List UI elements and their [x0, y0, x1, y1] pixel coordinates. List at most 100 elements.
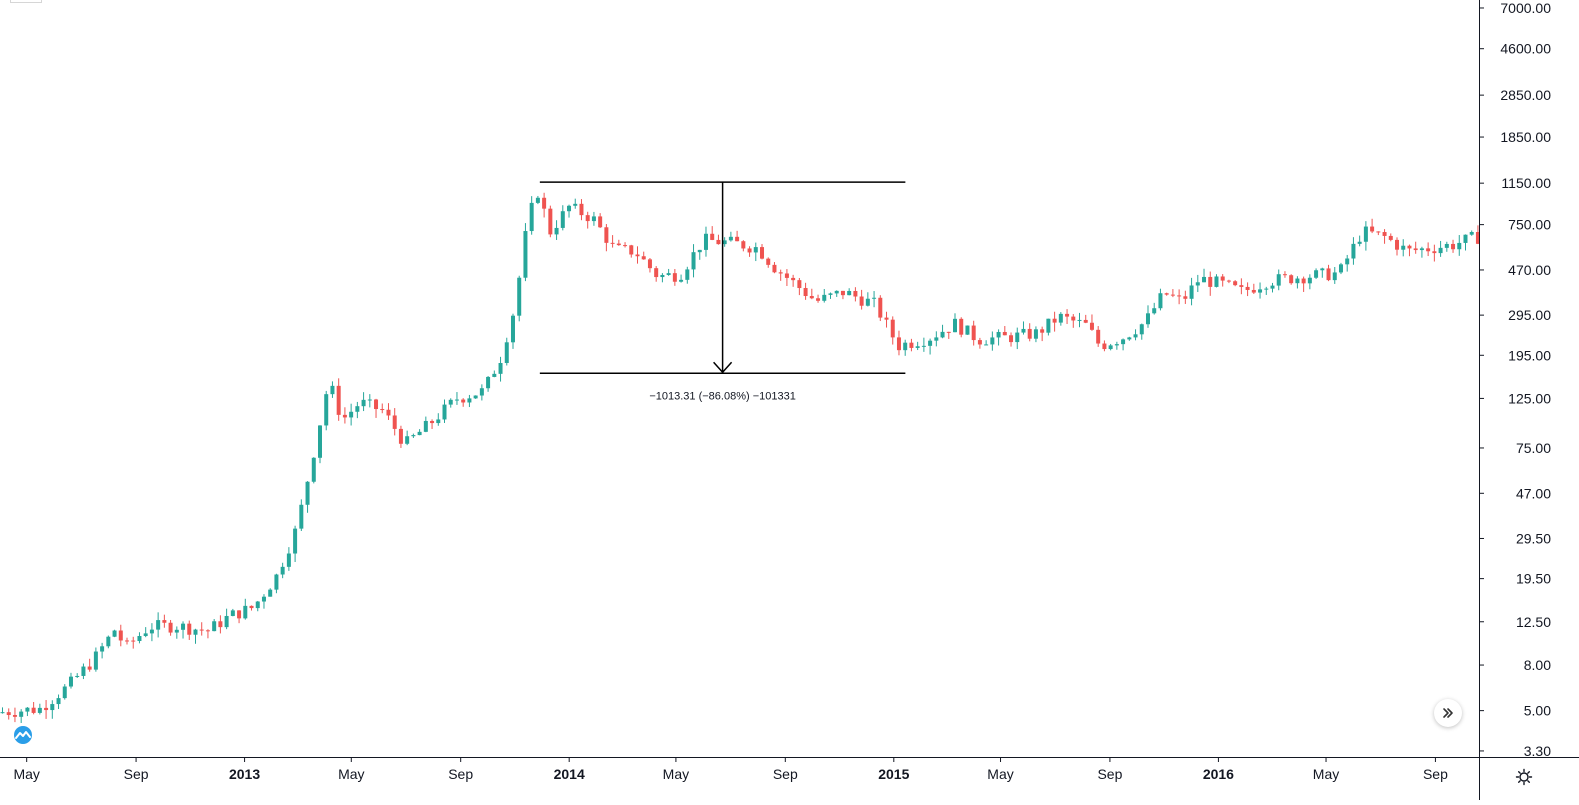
candle-body	[0, 712, 5, 714]
candle-body	[411, 435, 416, 437]
candle-body	[903, 342, 908, 351]
candle-body	[778, 272, 783, 274]
price-axis[interactable]: 7000.00 4600.00 2850.00 1850.00 1150.00 750.0…	[1479, 0, 1551, 800]
candle-body	[87, 666, 92, 670]
candle-body	[1276, 274, 1281, 286]
candle-body	[1407, 245, 1412, 249]
candle-body	[542, 197, 547, 209]
candle-body	[50, 704, 55, 711]
candle-body	[467, 398, 472, 403]
candle-body	[361, 399, 366, 407]
candle-body	[1145, 313, 1150, 325]
candle-body	[660, 274, 665, 278]
time-axis[interactable]: May Sep 2013 May Sep 2014 May Sep 2015 May Sep 2016…	[0, 757, 1579, 782]
candle-body	[567, 205, 572, 212]
candle-body	[355, 406, 360, 412]
candle-body	[573, 203, 578, 206]
candle-body	[199, 629, 204, 631]
candle-body	[486, 376, 491, 389]
candle-body	[1133, 334, 1138, 338]
candle-body	[535, 197, 540, 203]
candle-body	[1152, 308, 1157, 314]
candle-body	[442, 404, 447, 420]
candle-body	[336, 385, 341, 415]
candle-body	[1314, 270, 1319, 278]
candle-body	[554, 227, 559, 235]
candle-body	[1195, 282, 1200, 286]
candle-body	[716, 239, 721, 245]
candle-body	[741, 241, 746, 249]
candle-body	[598, 216, 603, 228]
candle-body	[1164, 293, 1169, 295]
candle-body	[492, 373, 497, 377]
candle-body	[224, 615, 229, 628]
candle-body	[1189, 285, 1194, 299]
candle-body	[1065, 313, 1070, 317]
candle-body	[1027, 328, 1032, 339]
candle-body	[1264, 288, 1269, 290]
candle-body	[299, 504, 304, 529]
candle-body	[996, 331, 1001, 338]
candle-body	[181, 623, 186, 630]
candle-body	[1295, 278, 1300, 284]
time-axis-label: Sep	[773, 766, 798, 782]
candle-body	[1114, 344, 1119, 346]
candle-body	[1457, 242, 1462, 250]
candle-body	[1015, 332, 1020, 343]
scroll-to-realtime-button[interactable]	[1434, 699, 1462, 727]
candle-body	[1345, 258, 1350, 265]
candle-body	[816, 298, 821, 301]
chart-settings-button[interactable]	[1511, 764, 1537, 790]
candle-body	[37, 707, 42, 713]
candle-body	[579, 203, 584, 216]
candle-body	[679, 279, 684, 282]
candle-body	[1002, 331, 1007, 336]
candle-body	[498, 363, 503, 374]
candle-body	[62, 686, 67, 699]
candle-body	[1419, 248, 1424, 251]
tradingview-logo[interactable]	[8, 723, 38, 747]
candle-body	[1320, 268, 1325, 271]
candle-body	[286, 553, 291, 567]
candle-body	[747, 248, 752, 253]
candle-body	[112, 630, 117, 637]
candle-body	[174, 629, 179, 633]
candle-body	[728, 236, 733, 241]
candle-body	[809, 296, 814, 299]
candle-body	[318, 425, 323, 458]
candle-body	[872, 297, 877, 299]
candle-body	[940, 331, 945, 338]
candle-body	[623, 245, 628, 247]
candle-body	[604, 227, 609, 243]
candle-body	[965, 325, 970, 335]
candle-body	[840, 290, 845, 296]
candle-body	[1282, 274, 1287, 276]
candle-body	[461, 399, 466, 403]
measure-tool[interactable]: −1013.31 (−86.08%) −101331	[539, 181, 906, 402]
candle-body	[156, 620, 161, 630]
candle-body	[635, 254, 640, 257]
measure-arrow-down-icon	[713, 361, 733, 374]
candle-body	[523, 231, 528, 278]
candle-body	[293, 528, 298, 554]
candle-body	[1258, 289, 1263, 293]
candle-body	[305, 481, 310, 505]
candle-body	[784, 273, 789, 278]
candle-body	[884, 317, 889, 320]
candle-body	[753, 247, 758, 253]
candle-body	[735, 236, 740, 242]
candle-body	[1370, 226, 1375, 232]
candle-body	[896, 337, 901, 351]
candle-body	[386, 409, 391, 416]
time-axis-label: May	[13, 766, 39, 782]
price-axis-label: 4600.00	[1500, 41, 1551, 57]
candle-body	[703, 233, 708, 250]
candle-body	[666, 273, 671, 275]
candle-body	[1245, 286, 1250, 290]
candle-body	[454, 399, 459, 401]
candle-body	[1158, 293, 1163, 309]
candle-body	[1096, 329, 1101, 344]
time-axis-label: Sep	[1097, 766, 1122, 782]
